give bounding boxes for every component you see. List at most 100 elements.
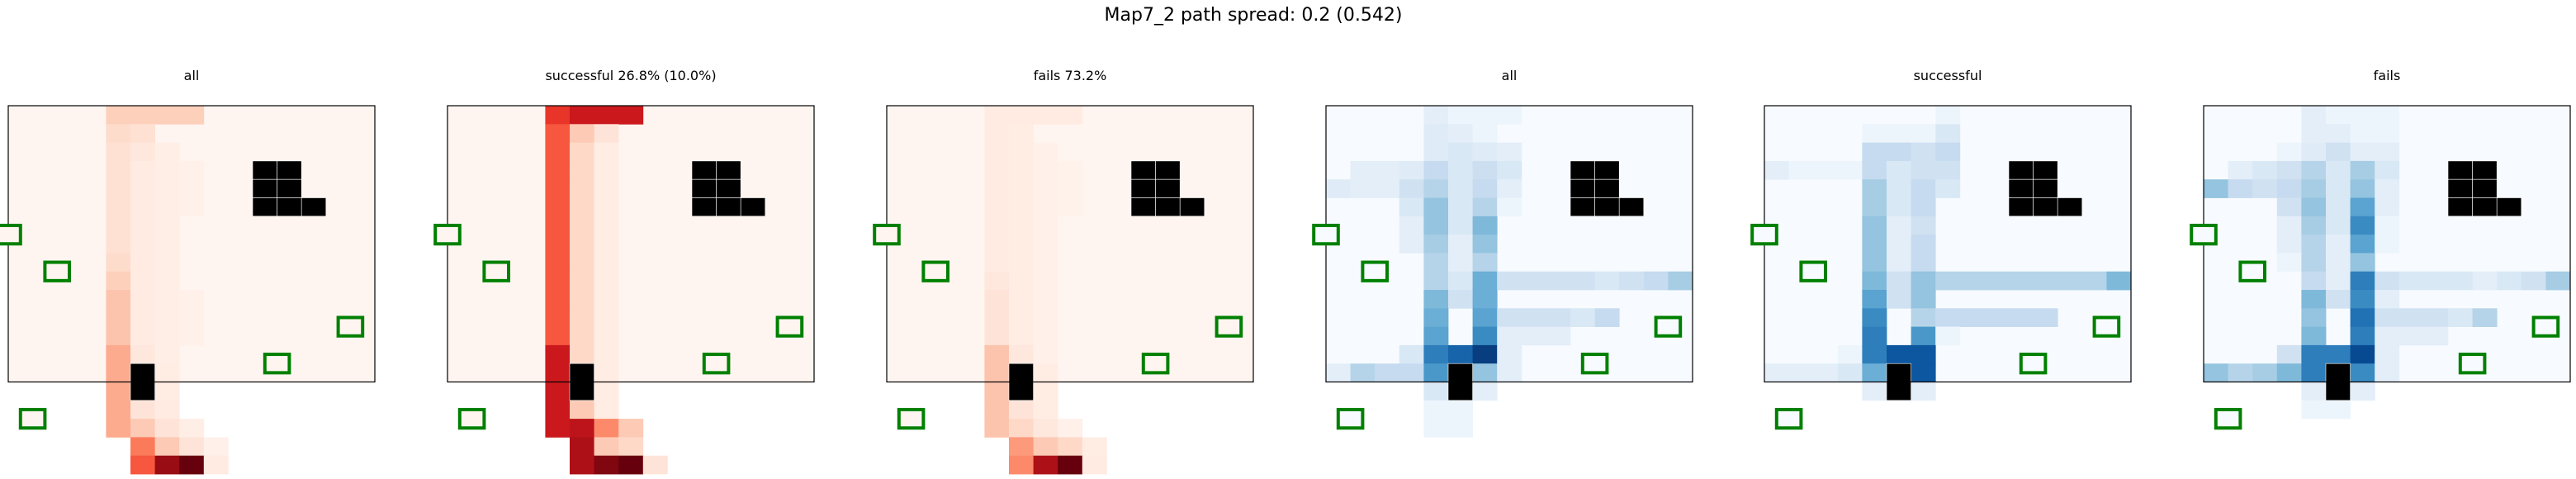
heatmap-cell xyxy=(2301,160,2327,180)
heatmap-cell xyxy=(1911,308,1936,327)
heatmap-cell xyxy=(1887,124,1911,143)
heatmap-cell xyxy=(1058,197,1083,217)
wall-cell xyxy=(1886,363,1911,382)
heatmap-cell xyxy=(2375,271,2400,291)
heatmap-cell xyxy=(1497,160,1522,180)
heatmap-cell xyxy=(1082,437,1107,457)
heatmap-cell xyxy=(1033,106,1058,125)
heatmap-cell xyxy=(570,235,594,254)
heatmap-cell xyxy=(1935,124,1961,143)
wall-cell xyxy=(1008,382,1034,401)
heatmap-cell xyxy=(2448,308,2473,327)
heatmap-cell xyxy=(154,419,180,438)
heatmap-cell xyxy=(2375,106,2400,125)
heatmap-cell xyxy=(2350,197,2375,217)
heatmap-cell xyxy=(618,106,644,125)
heatmap-cell xyxy=(1472,197,1498,217)
heatmap-cell xyxy=(1448,106,1473,125)
wall-cell xyxy=(2447,178,2473,198)
wall-cell xyxy=(1130,197,1156,217)
heatmap-cell xyxy=(1472,382,1498,401)
heatmap-cell xyxy=(570,419,594,438)
heatmap-cell xyxy=(545,106,571,125)
heatmap-cell xyxy=(545,382,571,401)
heatmap-cell xyxy=(594,160,619,180)
heatmap-cell xyxy=(984,179,1010,198)
target-marker xyxy=(0,223,22,246)
heatmap-cell xyxy=(130,160,155,180)
target-marker xyxy=(336,315,365,338)
heatmap-cell xyxy=(1497,271,1522,291)
heatmap-cell xyxy=(1033,197,1058,217)
heatmap-cell xyxy=(2301,344,2327,364)
heatmap-cell xyxy=(106,400,131,420)
heatmap-cell xyxy=(106,216,131,235)
heatmap-cell xyxy=(2301,326,2327,346)
heatmap-cell xyxy=(1911,363,1936,382)
target-marker xyxy=(263,353,291,375)
heatmap-cell xyxy=(570,455,594,475)
target-marker xyxy=(2531,315,2560,338)
heatmap-cell xyxy=(179,106,205,125)
heatmap-cell xyxy=(1911,142,1936,162)
target-marker xyxy=(2092,315,2121,338)
heatmap-cell xyxy=(1935,179,1961,198)
heatmap-cell xyxy=(594,382,619,401)
heatmap-cell xyxy=(2423,271,2449,291)
heatmap-cell xyxy=(1472,290,1498,309)
heatmap-cell xyxy=(1423,271,1449,291)
panel-title: all xyxy=(184,68,200,83)
heatmap-cell xyxy=(1423,160,1449,180)
heatmap-cell xyxy=(594,344,619,364)
heatmap-cell xyxy=(545,363,571,382)
heatmap-cell xyxy=(1009,455,1034,475)
heatmap-cell xyxy=(1911,235,1936,254)
heatmap-cell xyxy=(1472,344,1498,364)
heatmap-cell xyxy=(2326,400,2351,420)
heatmap-cell xyxy=(2350,326,2375,346)
heatmap-cell xyxy=(2228,363,2253,382)
heatmap-cell xyxy=(1862,344,1887,364)
heatmap-cell xyxy=(1521,271,1546,291)
heatmap-cell xyxy=(2276,253,2302,273)
heatmap-cell xyxy=(984,400,1010,420)
heatmap-cell xyxy=(1887,344,1911,364)
heatmap-cell xyxy=(1546,308,1571,327)
heatmap-cell xyxy=(2009,271,2034,291)
heatmap-cell xyxy=(1058,179,1083,198)
heatmap-cell xyxy=(154,290,180,309)
heatmap-cell xyxy=(2375,142,2400,162)
wall-cell xyxy=(1130,160,1156,180)
heatmap-cell xyxy=(984,253,1010,273)
heatmap-cell xyxy=(570,216,594,235)
heatmap-cell xyxy=(1472,124,1498,143)
heatmap-cell xyxy=(130,142,155,162)
heatmap-cell xyxy=(1862,197,1887,217)
heatmap-cell xyxy=(1911,344,1936,364)
heatmap-cell xyxy=(1935,142,1961,162)
heatmap-cell xyxy=(1862,253,1887,273)
heatmap-cell xyxy=(2326,142,2351,162)
heatmap-cell xyxy=(1009,160,1034,180)
heatmap-cell xyxy=(154,160,180,180)
heatmap-cell xyxy=(130,253,155,273)
target-marker xyxy=(2190,223,2218,246)
target-marker xyxy=(433,223,462,246)
heatmap-cell xyxy=(2301,290,2327,309)
heatmap-cell xyxy=(984,271,1010,291)
wall-cell xyxy=(301,197,327,217)
heatmap-cell xyxy=(594,179,619,198)
heatmap-cell xyxy=(1448,344,1473,364)
heatmap-cell xyxy=(2276,344,2302,364)
heatmap-cell xyxy=(1497,308,1522,327)
heatmap-cell xyxy=(1497,142,1522,162)
heatmap-cell xyxy=(1033,382,1058,401)
heatmap-cell xyxy=(1788,363,1814,382)
heatmap-cell xyxy=(570,326,594,346)
heatmap-cell xyxy=(2497,271,2522,291)
wall-cell xyxy=(130,363,155,382)
wall-cell xyxy=(2447,197,2473,217)
heatmap-cell xyxy=(2204,363,2228,382)
heatmap-cell xyxy=(2375,344,2400,364)
heatmap-cell xyxy=(570,197,594,217)
